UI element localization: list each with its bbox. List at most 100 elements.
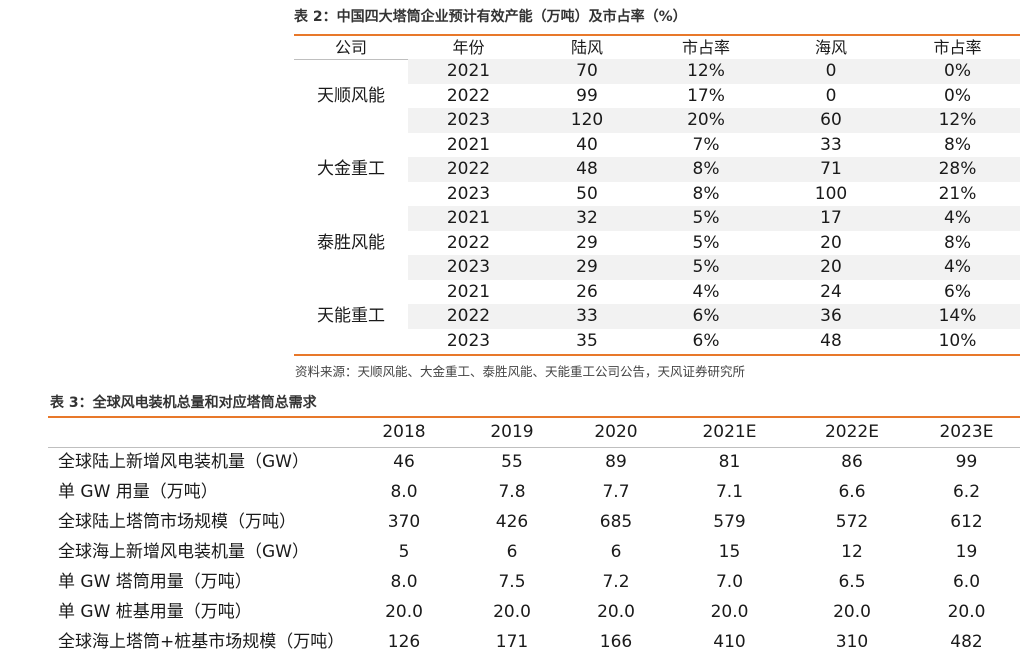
table-cell: 4% xyxy=(895,255,1020,280)
company-name-cell: 天顺风能 xyxy=(317,85,385,106)
table-cell: 15 xyxy=(718,542,741,562)
table-cell: 6 xyxy=(506,542,518,562)
table-cell: 482 xyxy=(950,632,983,652)
table-cell: 81 xyxy=(718,452,741,472)
table-cell: 8% xyxy=(692,183,720,204)
row-label-cell: 全球陆上塔筒市场规模（万吨） xyxy=(58,512,296,532)
table-cell: 6.0 xyxy=(952,572,981,592)
table-cell: 8.0 xyxy=(390,572,418,592)
table-cell: 7.0 xyxy=(715,572,744,592)
row-label-cell: 全球海上塔筒+桩基市场规模（万吨） xyxy=(58,632,345,652)
row-label-cell: 单 GW 塔筒用量（万吨） xyxy=(58,572,252,592)
table-cell: 29 xyxy=(529,255,645,280)
table3-header-cell: 2021E xyxy=(702,422,757,442)
table-cell: 171 xyxy=(495,632,529,652)
table-cell: 55 xyxy=(501,452,523,472)
table3-title: 表 3：全球风电装机总量和对应塔筒总需求 xyxy=(50,395,317,411)
table-row: 泰胜风能 2021 32 5% 17 4% xyxy=(294,206,1020,253)
table2-header-cell: 年份 xyxy=(452,38,485,57)
table-cell: 2023 xyxy=(408,108,529,133)
table-row: 2022 33 6% 36 14% xyxy=(294,304,1020,329)
table-cell: 7.7 xyxy=(602,482,630,502)
table-cell: 33 xyxy=(529,304,645,329)
table-cell: 12 xyxy=(841,542,863,562)
table-cell: 2021 xyxy=(408,59,529,84)
table-cell: 14% xyxy=(895,304,1020,329)
table-row: 单 GW 桩基用量（万吨） 20.0 20.0 20.0 20.0 20.0 20.0 xyxy=(48,597,1020,627)
table-cell: 70 xyxy=(529,59,645,84)
table-cell: 2023 xyxy=(446,183,491,204)
table-cell: 612 xyxy=(950,512,983,532)
table-cell: 126 xyxy=(387,632,421,652)
table-cell: 7.1 xyxy=(715,482,744,502)
table2: 公司 年份 陆风 市占率 海风 市占率 天顺风能 2021 70 12% 0 0% 2022 99 17% 0… xyxy=(294,36,1020,353)
table-cell: 5% xyxy=(645,255,767,280)
table3-header-cell: 2022E xyxy=(824,422,879,442)
table3-header-cell: 2020 xyxy=(594,422,638,442)
table-cell: 10% xyxy=(938,330,977,351)
table-cell: 20.0 xyxy=(710,602,749,622)
table-cell: 8% xyxy=(645,157,767,182)
table-cell: 71 xyxy=(767,157,895,182)
table-cell: 20.0 xyxy=(597,602,635,622)
row-label-cell: 单 GW 桩基用量（万吨） xyxy=(58,602,252,622)
table-cell: 0% xyxy=(895,59,1020,84)
table-cell: 2022 xyxy=(446,232,491,253)
table2-header-row: 公司 年份 陆风 市占率 海风 市占率 xyxy=(294,36,1020,59)
table3-header-rule xyxy=(48,447,1020,448)
table-cell: 32 xyxy=(529,206,645,231)
row-label-cell: 全球海上新增风电装机量（GW） xyxy=(58,542,309,562)
table-row: 单 GW 塔筒用量（万吨） 8.0 7.5 7.2 7.0 6.5 6.0 xyxy=(48,567,1020,597)
table-cell: 48 xyxy=(529,157,645,182)
table-cell: 21% xyxy=(938,183,977,204)
table-cell: 20 xyxy=(820,232,842,253)
table2-header-cell: 陆风 xyxy=(570,38,603,57)
row-label-cell: 全球陆上新增风电装机量（GW） xyxy=(58,452,309,472)
table-row: 2023 35 6% 48 10% xyxy=(294,329,1020,354)
table-cell: 86 xyxy=(841,452,863,472)
table-cell: 2022 xyxy=(408,304,529,329)
table-cell: 2022 xyxy=(408,157,529,182)
table2-bottom-rule xyxy=(294,354,1020,356)
table-cell: 370 xyxy=(387,512,421,532)
table-cell: 4% xyxy=(692,281,720,302)
table-cell: 89 xyxy=(605,452,627,472)
table-cell: 20.0 xyxy=(385,602,423,622)
table-cell: 2021 xyxy=(408,206,529,231)
table3: 2018 2019 2020 2021E 2022E 2023E 全球陆上新增风电装机量（G… xyxy=(48,417,1020,657)
table-cell: 100 xyxy=(814,183,848,204)
table-cell: 33 xyxy=(820,134,842,155)
table-cell: 36 xyxy=(767,304,895,329)
table-cell: 19 xyxy=(955,542,978,562)
table-row: 天能重工 2021 26 4% 24 6% xyxy=(294,280,1020,327)
table-row: 单 GW 用量（万吨） 8.0 7.8 7.7 7.1 6.6 6.2 xyxy=(48,477,1020,507)
table-cell: 7.2 xyxy=(602,572,630,592)
table-cell: 20.0 xyxy=(833,602,871,622)
table-cell: 6% xyxy=(944,281,971,302)
table-cell: 0 xyxy=(825,85,837,106)
table3-header-cell: 2019 xyxy=(490,422,534,442)
table-cell: 685 xyxy=(599,512,633,532)
table-cell: 6.6 xyxy=(838,482,866,502)
table-cell: 20.0 xyxy=(947,602,986,622)
table2-source-note: 资料来源：天顺风能、大金重工、泰胜风能、天能重工公司公告，天风证券研究所 xyxy=(295,364,746,379)
table-cell: 310 xyxy=(835,632,869,652)
table3-header-cell xyxy=(48,417,348,447)
table2-header-cell: 市占率 xyxy=(681,38,730,57)
table-cell: 2023 xyxy=(408,255,529,280)
table-cell: 7.5 xyxy=(498,572,526,592)
table-cell: 8% xyxy=(944,134,971,155)
table-cell: 29 xyxy=(576,232,598,253)
table-cell: 2023 xyxy=(446,330,491,351)
table-cell: 60 xyxy=(767,108,895,133)
table-cell: 12% xyxy=(645,59,767,84)
table3-header-row: 2018 2019 2020 2021E 2022E 2023E xyxy=(48,417,1020,447)
table-cell: 40 xyxy=(576,134,598,155)
table2-title: 表 2：中国四大塔筒企业预计有效产能（万吨）及市占率（%） xyxy=(294,9,687,25)
table2-header-cell: 市占率 xyxy=(933,38,982,57)
table-cell: 28% xyxy=(895,157,1020,182)
table-row: 2022 29 5% 20 8% xyxy=(294,231,1020,256)
table-cell: 6.2 xyxy=(952,482,981,502)
table-cell: 20% xyxy=(645,108,767,133)
table-cell: 8.0 xyxy=(390,482,418,502)
